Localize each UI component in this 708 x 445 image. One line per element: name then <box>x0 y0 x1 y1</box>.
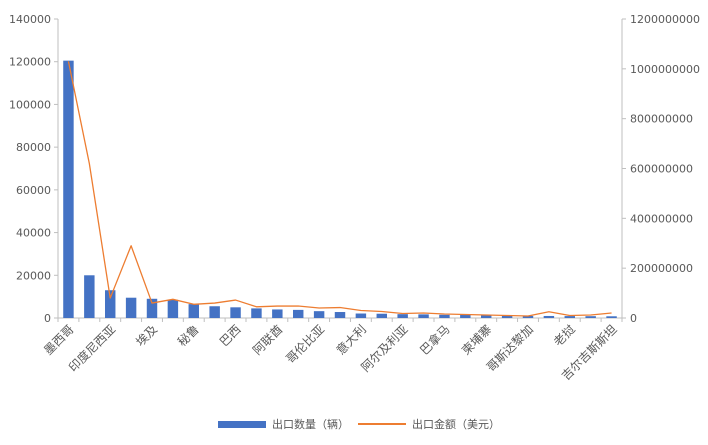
category-label: 阿联酋 <box>249 322 285 358</box>
category-label: 巴拿马 <box>416 322 452 358</box>
bar <box>585 316 596 318</box>
left-tick-label: 0 <box>44 312 51 325</box>
bar <box>481 315 492 318</box>
category-label: 老挝 <box>551 322 578 349</box>
bar <box>355 313 367 318</box>
legend-swatch-amount <box>358 423 406 425</box>
bar <box>334 312 346 318</box>
bar <box>439 314 450 318</box>
left-tick-label: 120000 <box>9 56 51 69</box>
left-tick-label: 40000 <box>16 227 51 240</box>
left-tick-label: 80000 <box>16 141 51 154</box>
legend: 出口数量（辆） 出口金额（美元） <box>0 416 708 436</box>
legend-label-quantity: 出口数量（辆） <box>272 418 349 431</box>
category-label: 巴西 <box>217 322 244 349</box>
right-tick-label: 400000000 <box>630 212 693 225</box>
bar <box>564 316 575 318</box>
bar <box>313 311 325 318</box>
category-label: 哥伦比亚 <box>283 322 328 367</box>
category-label: 意大利 <box>333 322 369 358</box>
bar <box>105 290 116 318</box>
bar <box>501 315 513 318</box>
bar <box>397 314 408 318</box>
bar <box>188 304 199 318</box>
legend-item-quantity: 出口数量（辆） <box>218 416 349 432</box>
bar <box>272 309 283 318</box>
bar <box>125 297 137 318</box>
right-tick-label: 1200000000 <box>630 13 700 26</box>
bar <box>460 315 471 318</box>
right-tick-label: 200000000 <box>630 262 693 275</box>
bar <box>209 306 220 318</box>
bar <box>230 307 241 318</box>
bar <box>606 316 617 318</box>
right-tick-label: 600000000 <box>630 163 693 176</box>
bar <box>251 308 262 318</box>
right-tick-label: 1000000000 <box>630 63 700 76</box>
bar <box>418 314 429 318</box>
right-tick-label: 800000000 <box>630 113 693 126</box>
amount-line <box>67 61 612 317</box>
legend-label-amount: 出口金额（美元） <box>412 418 500 431</box>
legend-swatch-quantity <box>218 420 266 428</box>
bar <box>146 298 158 318</box>
bar <box>376 313 387 318</box>
left-tick-label: 140000 <box>9 13 51 26</box>
bar <box>167 299 179 318</box>
bar <box>293 309 304 318</box>
category-label: 埃及 <box>133 322 160 349</box>
left-tick-label: 60000 <box>16 184 51 197</box>
category-label: 墨西哥 <box>41 322 76 357</box>
category-label: 秘鲁 <box>175 322 202 349</box>
left-tick-label: 20000 <box>16 269 51 282</box>
legend-item-amount: 出口金额（美元） <box>358 416 500 432</box>
bar <box>543 315 555 318</box>
left-tick-label: 100000 <box>9 98 51 111</box>
bar <box>84 275 95 318</box>
bar <box>63 60 74 319</box>
right-tick-label: 0 <box>630 312 637 325</box>
bar <box>522 315 534 318</box>
category-label: 柬埔寨 <box>458 322 494 358</box>
